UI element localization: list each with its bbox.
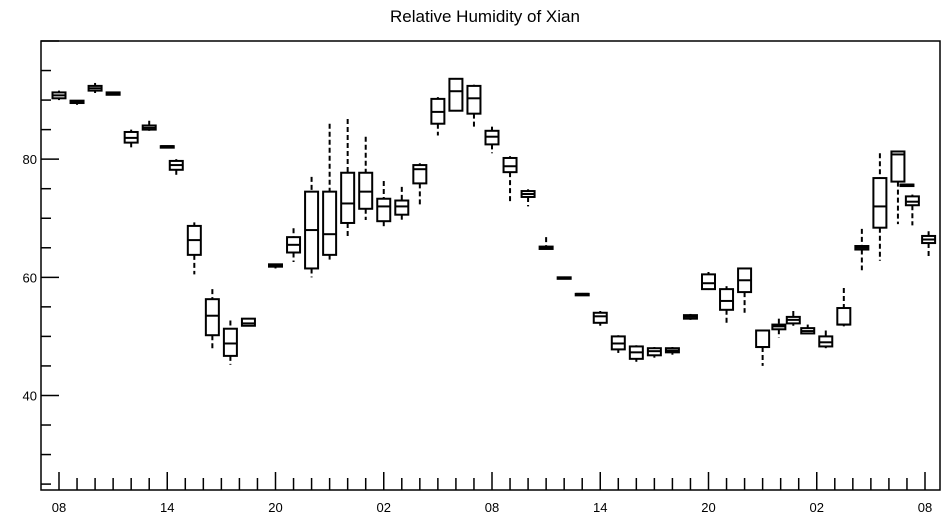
box-plot <box>872 153 888 261</box>
box-iqr <box>394 199 410 216</box>
box-plot <box>430 97 446 136</box>
box-plot <box>610 335 626 353</box>
y-tick-label: 40 <box>23 388 37 403</box>
box-plot <box>785 310 801 326</box>
box-plot <box>484 126 500 154</box>
box-plot <box>466 84 482 127</box>
box-plot <box>701 271 716 291</box>
box-plot <box>87 82 103 93</box>
box-iqr <box>466 84 482 115</box>
box-plot <box>123 129 139 148</box>
box-plot <box>800 324 816 335</box>
box-plot <box>904 194 920 226</box>
box-plot <box>818 330 834 349</box>
x-tick-label: 14 <box>160 500 174 515</box>
x-tick-label: 08 <box>52 500 66 515</box>
box-plot <box>737 267 753 313</box>
box-iqr <box>701 273 716 291</box>
box-iqr <box>872 177 888 229</box>
box-plot <box>204 289 220 350</box>
box-plot <box>556 276 572 280</box>
box-plot <box>168 159 184 177</box>
box-iqr <box>204 298 220 337</box>
box-plot <box>222 320 238 365</box>
box-iqr <box>376 197 392 223</box>
box-plot <box>646 347 662 358</box>
x-tick-label: 20 <box>268 500 282 515</box>
x-tick-label: 08 <box>485 500 499 515</box>
box-plot <box>358 136 374 221</box>
box-plot <box>240 317 256 327</box>
box-plot <box>268 263 283 269</box>
box-iqr <box>240 317 256 327</box>
box-plot <box>664 347 680 355</box>
x-tick-label: 20 <box>701 500 715 515</box>
box-plot <box>186 222 202 275</box>
box-plot <box>448 77 464 112</box>
box-plot <box>520 189 536 207</box>
box-plot <box>51 90 67 101</box>
box-iqr <box>719 288 735 311</box>
box-plot <box>69 99 85 105</box>
box-iqr <box>836 307 852 326</box>
box-plot <box>159 145 175 149</box>
box-plot <box>538 237 554 250</box>
box-plot <box>921 231 937 258</box>
y-axis: 40 60 80 <box>23 40 59 485</box>
box-plot <box>592 310 608 326</box>
box-plot <box>141 120 157 131</box>
x-tick-label: 08 <box>918 500 932 515</box>
box-iqr <box>890 150 906 183</box>
x-axis: 08 14 20 02 08 14 20 02 08 <box>52 472 932 515</box>
box-plot <box>719 286 735 326</box>
box-plot <box>502 156 518 202</box>
box-plot <box>682 313 698 320</box>
box-plot <box>412 163 428 206</box>
box-plot <box>628 345 644 362</box>
y-tick-label: 80 <box>23 152 37 167</box>
box-iqr <box>755 329 771 349</box>
box-iqr <box>502 156 518 174</box>
box-plot <box>394 186 410 222</box>
box-plot <box>322 123 338 260</box>
box-series <box>51 77 937 366</box>
box-plot <box>899 183 915 188</box>
box-plot <box>890 150 906 225</box>
box-plot <box>574 292 590 297</box>
plot-frame <box>40 40 941 491</box>
box-plot <box>755 329 771 366</box>
box-plot <box>105 91 121 96</box>
chart-title: Relative Humidity of Xian <box>390 7 580 26</box>
box-iqr <box>592 311 608 324</box>
box-iqr <box>222 327 238 357</box>
box-plot <box>376 181 392 229</box>
box-iqr <box>448 77 464 112</box>
box-plot <box>771 318 787 338</box>
box-plot <box>836 287 852 327</box>
box-plot <box>340 118 356 236</box>
x-tick-label: 02 <box>810 500 824 515</box>
x-tick-label: 14 <box>593 500 607 515</box>
box-plot <box>854 228 870 271</box>
box-plot <box>304 176 320 278</box>
y-tick-label: 60 <box>23 270 37 285</box>
box-plot <box>286 228 302 262</box>
box-iqr <box>340 171 356 224</box>
box-iqr <box>412 164 428 185</box>
x-tick-label: 02 <box>377 500 391 515</box>
box-iqr <box>322 190 338 256</box>
